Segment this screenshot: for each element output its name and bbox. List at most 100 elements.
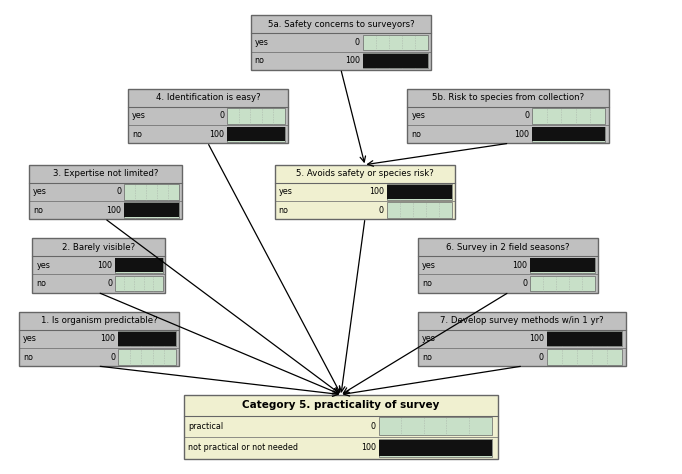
Bar xyxy=(408,89,609,107)
Bar xyxy=(417,238,599,292)
Bar xyxy=(124,202,179,218)
Bar xyxy=(124,203,179,217)
Text: 3. Expertise not limited?: 3. Expertise not limited? xyxy=(53,169,158,178)
Bar xyxy=(184,394,498,416)
Text: 0: 0 xyxy=(220,111,224,120)
Text: no: no xyxy=(23,353,33,362)
Text: no: no xyxy=(33,206,43,215)
Bar xyxy=(379,440,492,456)
Text: 5b. Risk to species from collection?: 5b. Risk to species from collection? xyxy=(432,93,584,102)
Bar xyxy=(417,312,626,366)
Text: 0: 0 xyxy=(107,279,112,288)
Bar xyxy=(115,258,163,273)
Text: 100: 100 xyxy=(97,261,112,270)
Text: no: no xyxy=(421,353,432,362)
Bar xyxy=(547,331,621,346)
Bar xyxy=(29,165,183,182)
Bar xyxy=(128,89,288,143)
Bar xyxy=(408,107,609,143)
Bar xyxy=(532,128,605,141)
Bar xyxy=(227,128,285,141)
Text: 0: 0 xyxy=(117,187,121,196)
Bar xyxy=(128,89,288,107)
Bar xyxy=(227,109,285,124)
Bar xyxy=(32,256,165,292)
Text: 100: 100 xyxy=(529,334,544,343)
Bar xyxy=(115,258,163,272)
Bar xyxy=(532,109,605,124)
Bar xyxy=(251,15,432,70)
Text: 6. Survey in 2 field seasons?: 6. Survey in 2 field seasons? xyxy=(446,243,570,252)
Bar xyxy=(530,258,595,272)
Text: not practical or not needed: not practical or not needed xyxy=(188,443,298,452)
Text: no: no xyxy=(255,56,265,65)
Bar xyxy=(379,439,492,457)
Text: 0: 0 xyxy=(539,353,544,362)
Text: no: no xyxy=(132,130,142,139)
Text: yes: yes xyxy=(412,111,426,120)
Text: yes: yes xyxy=(36,261,50,270)
Bar xyxy=(417,329,626,366)
Text: 4. Identification is easy?: 4. Identification is easy? xyxy=(155,93,261,102)
Text: yes: yes xyxy=(23,334,37,343)
Bar xyxy=(417,312,626,329)
Text: no: no xyxy=(36,279,46,288)
Bar xyxy=(417,238,599,256)
Text: 0: 0 xyxy=(371,422,376,431)
Text: yes: yes xyxy=(33,187,47,196)
Bar xyxy=(184,416,498,459)
Bar xyxy=(547,332,621,346)
Bar xyxy=(379,418,492,436)
Bar xyxy=(184,394,498,459)
Text: 1. Is organism predictable?: 1. Is organism predictable? xyxy=(40,316,158,325)
Bar xyxy=(124,184,179,200)
Bar xyxy=(29,165,183,219)
Text: 0: 0 xyxy=(355,38,360,47)
Bar xyxy=(417,256,599,292)
Text: no: no xyxy=(279,206,288,215)
Text: 0: 0 xyxy=(524,111,529,120)
Text: yes: yes xyxy=(255,38,269,47)
Bar xyxy=(363,53,428,68)
Text: 100: 100 xyxy=(345,56,360,65)
Text: 100: 100 xyxy=(209,130,224,139)
Bar xyxy=(32,238,165,256)
Text: 7. Develop survey methods w/in 1 yr?: 7. Develop survey methods w/in 1 yr? xyxy=(440,316,604,325)
Bar xyxy=(387,185,451,199)
Bar xyxy=(387,184,451,200)
Bar xyxy=(408,89,609,143)
Text: 0: 0 xyxy=(379,206,384,215)
Text: 100: 100 xyxy=(514,130,529,139)
Bar xyxy=(19,312,179,329)
Text: 100: 100 xyxy=(512,261,527,270)
Text: Category 5. practicality of survey: Category 5. practicality of survey xyxy=(242,400,440,410)
Text: yes: yes xyxy=(279,187,293,196)
Bar xyxy=(530,258,595,273)
Bar xyxy=(363,54,428,68)
Text: 100: 100 xyxy=(106,206,121,215)
Text: yes: yes xyxy=(421,261,436,270)
Text: 100: 100 xyxy=(369,187,384,196)
Text: no: no xyxy=(421,279,432,288)
Bar xyxy=(251,15,432,33)
Bar xyxy=(19,312,179,366)
Text: yes: yes xyxy=(421,334,436,343)
Bar xyxy=(363,35,428,50)
Bar xyxy=(227,127,285,142)
Text: 100: 100 xyxy=(100,334,115,343)
Bar xyxy=(530,276,595,291)
Bar xyxy=(274,165,456,182)
Text: practical: practical xyxy=(188,422,224,431)
Bar xyxy=(274,182,456,219)
Bar xyxy=(547,349,621,365)
Text: 0: 0 xyxy=(522,279,527,288)
Text: no: no xyxy=(412,130,421,139)
Text: 0: 0 xyxy=(110,353,115,362)
Bar xyxy=(19,329,179,366)
Bar xyxy=(251,33,432,70)
Bar xyxy=(118,349,176,365)
Text: 5a. Safety concerns to surveyors?: 5a. Safety concerns to surveyors? xyxy=(268,20,414,29)
Bar xyxy=(32,238,165,292)
Bar xyxy=(274,165,456,219)
Bar xyxy=(532,127,605,142)
